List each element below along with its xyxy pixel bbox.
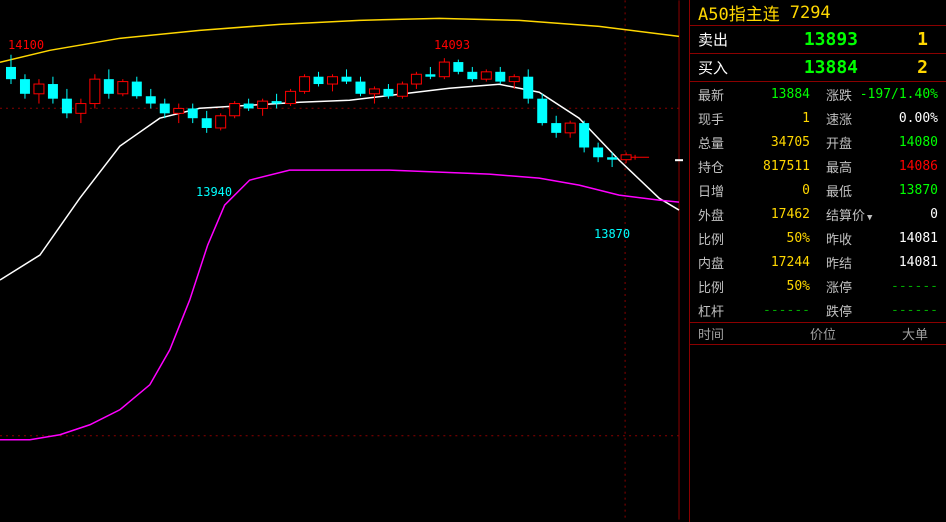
quote-value: 0	[802, 183, 810, 198]
quote-cell: 涨停 ------	[818, 274, 946, 298]
instrument-code: 7294	[790, 3, 831, 23]
quote-cell: 比例 50%	[690, 274, 818, 298]
quote-cell: 比例 50%	[690, 226, 818, 250]
quote-label: 涨跌	[826, 85, 852, 104]
quote-label: 外盘	[698, 205, 724, 224]
quote-cell: 持仓 817511	[690, 154, 818, 178]
trades-list[interactable]	[690, 345, 946, 522]
col-price: 价位	[778, 324, 868, 343]
quote-value: 14081	[899, 231, 938, 246]
quote-cell: 昨收 14081	[818, 226, 946, 250]
quote-label: 昨结	[826, 253, 852, 272]
quote-label: 最新	[698, 85, 724, 104]
dropdown-icon[interactable]: ▼	[867, 213, 872, 223]
quote-cell: 涨跌 -197/1.40%	[818, 82, 946, 106]
ask-volume: 1	[858, 29, 928, 50]
quote-value: 34705	[771, 135, 810, 150]
quote-value: 17462	[771, 207, 810, 222]
quote-label: 日增	[698, 181, 724, 200]
quote-cell: 现手 1	[690, 106, 818, 130]
quote-label: 内盘	[698, 253, 724, 272]
instrument-title: A50指主连 7294	[690, 0, 946, 26]
bid-label: 买入	[698, 57, 758, 78]
ask-price: 13893	[758, 29, 858, 50]
quote-cell: 最新 13884	[690, 82, 818, 106]
quote-cell: 昨结 14081	[818, 250, 946, 274]
col-time: 时间	[698, 324, 778, 343]
quote-cell: 外盘 17462	[690, 202, 818, 226]
quote-label: 比例	[698, 277, 724, 296]
quote-label: 速涨	[826, 109, 852, 128]
quote-cell: 速涨 0.00%	[818, 106, 946, 130]
quote-value: 50%	[787, 231, 810, 246]
quote-value: 13884	[771, 87, 810, 102]
quote-cell: 总量 34705	[690, 130, 818, 154]
ask-row: 卖出 13893 1	[690, 26, 946, 54]
quote-panel: A50指主连 7294 卖出 13893 1 买入 13884 2 最新 1388…	[690, 0, 946, 522]
quote-cell: 杠杆 ------	[690, 298, 818, 322]
quote-cell: 最高 14086	[818, 154, 946, 178]
quote-label: 跌停	[826, 301, 852, 320]
quote-value: ------	[763, 303, 810, 318]
quote-value: -197/1.40%	[860, 87, 938, 102]
quote-label: 涨停	[826, 277, 852, 296]
quote-label: 持仓	[698, 157, 724, 176]
quote-cell: 跌停 ------	[818, 298, 946, 322]
quote-value: 817511	[763, 159, 810, 174]
quote-cell: 结算价▼ 0	[818, 202, 946, 226]
quote-label: 最低	[826, 181, 852, 200]
quote-label: 昨收	[826, 229, 852, 248]
ask-label: 卖出	[698, 29, 758, 50]
quote-label: 现手	[698, 109, 724, 128]
quote-value: 0	[930, 207, 938, 222]
quote-label: 最高	[826, 157, 852, 176]
quote-label: 杠杆	[698, 301, 724, 320]
candlestick-chart[interactable]: 14100140931394013870	[0, 0, 690, 522]
quote-value: 14080	[899, 135, 938, 150]
bid-volume: 2	[858, 57, 928, 78]
quote-data-grid: 最新 13884 涨跌 -197/1.40% 现手 1 速涨 0.00% 总量 34705 开盘 14…	[690, 82, 946, 323]
trades-header: 时间 价位 大单	[690, 323, 946, 345]
quote-label: 结算价▼	[826, 205, 872, 224]
quote-value: 50%	[787, 279, 810, 294]
quote-cell: 开盘 14080	[818, 130, 946, 154]
quote-value: ------	[891, 279, 938, 294]
quote-value: 13870	[899, 183, 938, 198]
col-lot: 大单	[868, 324, 928, 343]
quote-cell: 内盘 17244	[690, 250, 818, 274]
quote-cell: 最低 13870	[818, 178, 946, 202]
quote-value: ------	[891, 303, 938, 318]
instrument-name: A50指主连	[698, 0, 780, 25]
bid-row: 买入 13884 2	[690, 54, 946, 82]
quote-value: 14081	[899, 255, 938, 270]
quote-label: 开盘	[826, 133, 852, 152]
quote-value: 1	[802, 111, 810, 126]
quote-value: 0.00%	[899, 111, 938, 126]
quote-label: 总量	[698, 133, 724, 152]
quote-value: 14086	[899, 159, 938, 174]
bid-price: 13884	[758, 57, 858, 78]
quote-label: 比例	[698, 229, 724, 248]
quote-cell: 日增 0	[690, 178, 818, 202]
quote-value: 17244	[771, 255, 810, 270]
